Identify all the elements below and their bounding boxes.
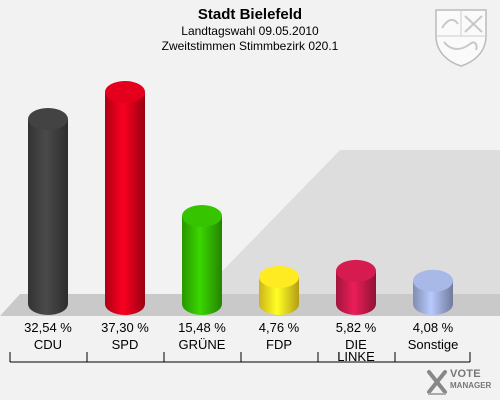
bar-sonstige (413, 269, 453, 315)
category-label: GRÜNE (179, 337, 226, 352)
chart-subtitle-election: Landtagswahl 09.05.2010 (181, 24, 319, 38)
category-label: DIE LINKE (337, 337, 375, 364)
value-label: 5,82 % (336, 320, 377, 335)
bar-top (182, 205, 222, 228)
chart-subtitle-district: Zweitstimmen Stimmbezirk 020.1 (161, 39, 339, 53)
bar-top (259, 265, 299, 288)
value-label: 32,54 % (24, 320, 72, 335)
bar-body (28, 119, 68, 315)
chart-wall (200, 150, 500, 294)
logo-text-vote: VOTE (450, 368, 481, 380)
chart-header: Stadt Bielefeld Landtagswahl 09.05.2010 … (0, 6, 500, 54)
bar-die-linke (336, 259, 376, 315)
value-label: 4,76 % (259, 320, 300, 335)
category-label: Sonstige (408, 337, 459, 352)
logo-text-manager: MANAGER (450, 381, 492, 390)
value-label: 15,48 % (178, 320, 226, 335)
category-label: CDU (34, 337, 62, 352)
bar-top (413, 269, 453, 292)
vote-manager-x-icon (427, 370, 447, 395)
bar-cdu (28, 108, 68, 315)
category-label: FDP (266, 337, 292, 352)
coat-of-arms-icon (435, 9, 487, 67)
bar-body (336, 270, 376, 315)
bar-top (336, 259, 376, 282)
bar-fdp (259, 265, 299, 315)
vote-manager-logo: VOTE MANAGER (426, 366, 498, 398)
bar-top (28, 108, 68, 131)
value-label: 37,30 % (101, 320, 149, 335)
bar-body (182, 216, 222, 315)
bar-spd (105, 81, 145, 315)
value-label: 4,08 % (413, 320, 454, 335)
category-label: SPD (112, 337, 139, 352)
bar-top (105, 81, 145, 103)
bar-grüne (182, 205, 222, 315)
chart-title: Stadt Bielefeld (197, 6, 303, 23)
bar-body (105, 92, 145, 315)
